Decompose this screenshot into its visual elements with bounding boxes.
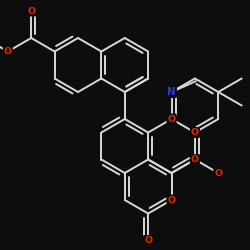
Text: O: O: [214, 168, 222, 177]
Text: O: O: [4, 47, 12, 56]
Text: O: O: [191, 128, 199, 137]
Text: O: O: [27, 6, 35, 16]
Text: O: O: [168, 114, 175, 124]
Text: O: O: [144, 236, 152, 245]
Text: N: N: [167, 87, 176, 97]
Text: O: O: [191, 155, 199, 164]
Text: O: O: [168, 196, 175, 204]
